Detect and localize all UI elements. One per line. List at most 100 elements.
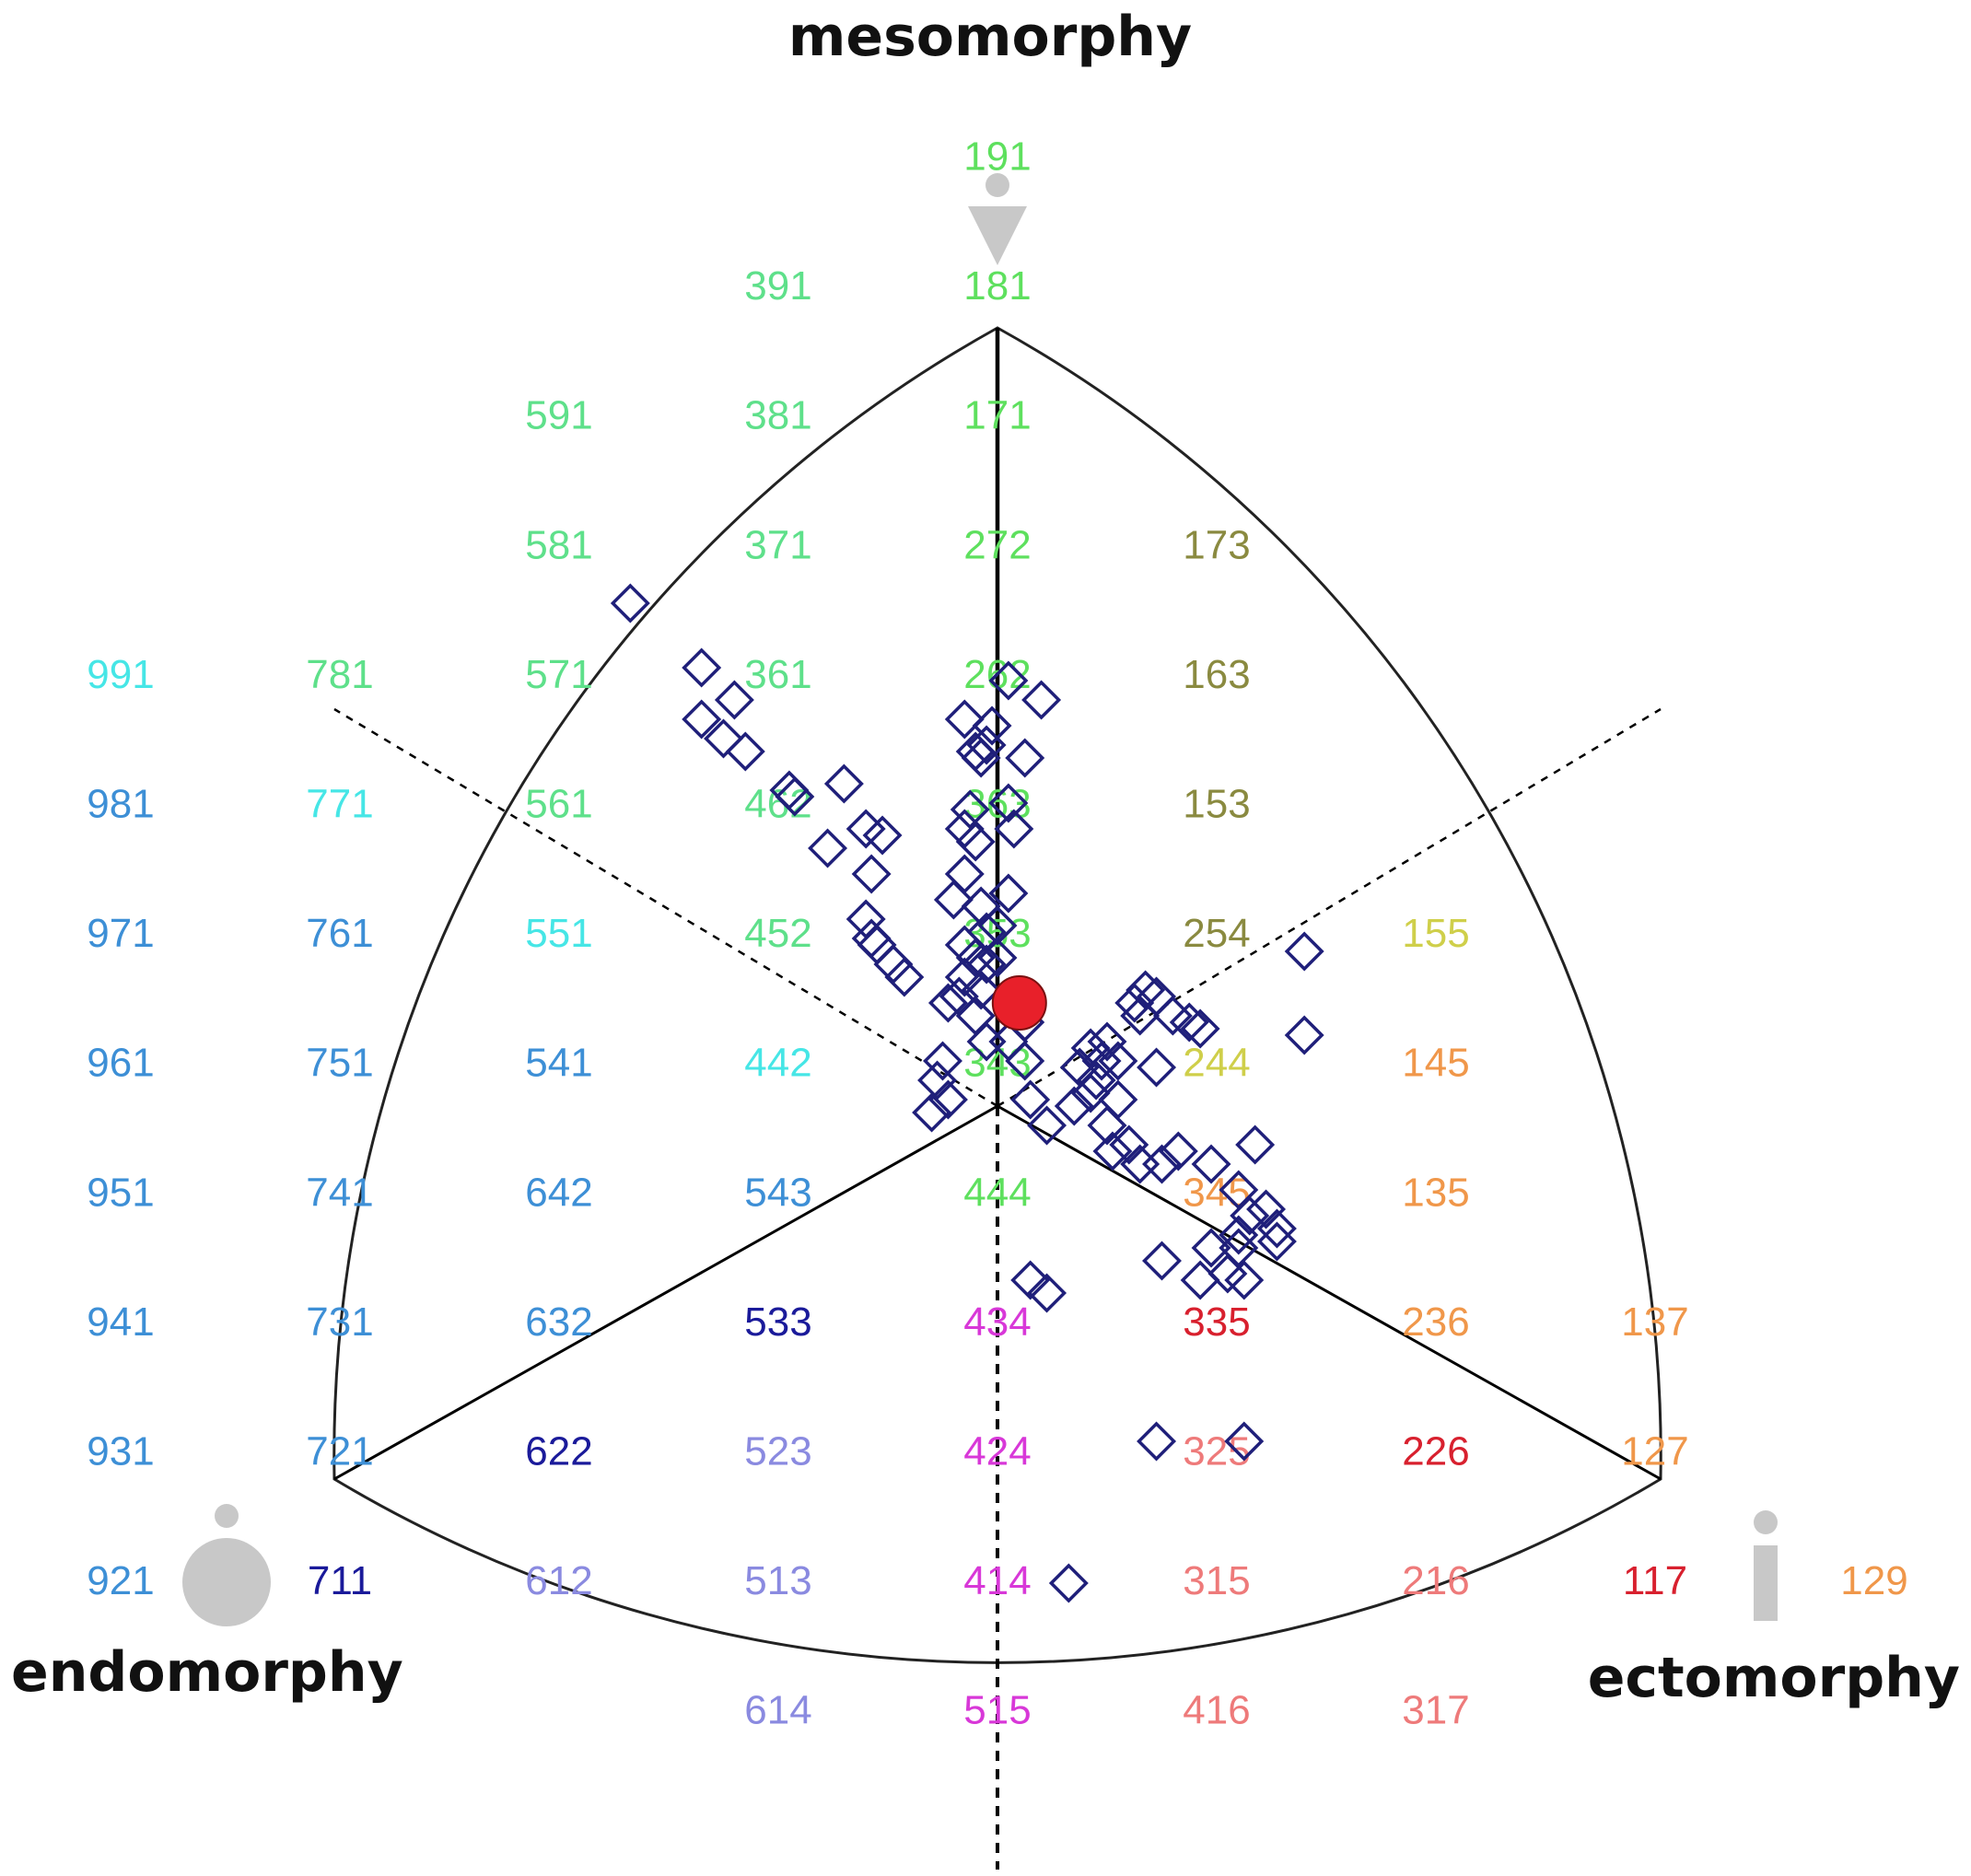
data-point bbox=[851, 854, 892, 894]
somatotype-code-label: 541 bbox=[525, 1041, 592, 1086]
data-point bbox=[988, 660, 1029, 701]
somatotype-code-label: 153 bbox=[1183, 782, 1250, 827]
data-point bbox=[994, 809, 1034, 849]
data-point bbox=[873, 944, 914, 985]
data-point bbox=[884, 957, 925, 997]
data-point bbox=[950, 789, 990, 830]
ectomorphy-axis-line bbox=[997, 1104, 1662, 1481]
somatotype-code-label: 452 bbox=[744, 911, 811, 956]
data-point bbox=[988, 873, 1029, 914]
data-point bbox=[704, 718, 743, 759]
data-point bbox=[714, 680, 754, 720]
somatochart-frame bbox=[332, 326, 1662, 1870]
data-point bbox=[1092, 1131, 1133, 1171]
somatotype-code-label: 254 bbox=[1183, 911, 1250, 956]
data-point bbox=[1230, 1195, 1270, 1236]
axis-title-ectomorphy: ectomorphy bbox=[1588, 1646, 1960, 1710]
somatotype-code-label: 571 bbox=[525, 652, 592, 697]
data-point bbox=[1137, 1047, 1177, 1088]
data-point bbox=[851, 918, 892, 959]
somatotype-code-label: 771 bbox=[306, 782, 373, 827]
data-point bbox=[1180, 1260, 1220, 1300]
axis-title-endomorphy: endomorphy bbox=[11, 1640, 403, 1705]
endomorph-icon bbox=[182, 1504, 271, 1626]
data-point bbox=[1027, 1273, 1067, 1313]
data-point bbox=[977, 938, 1018, 978]
data-point bbox=[944, 957, 985, 997]
somatotype-code-label: 381 bbox=[744, 393, 811, 438]
somatotype-code-label: 434 bbox=[963, 1299, 1031, 1345]
data-point bbox=[1284, 1015, 1324, 1055]
data-point bbox=[1054, 1086, 1094, 1126]
somatotype-code-label: 444 bbox=[963, 1170, 1031, 1215]
somatotype-code-label: 612 bbox=[525, 1558, 592, 1603]
data-point bbox=[682, 647, 722, 688]
data-point bbox=[808, 828, 848, 868]
data-point bbox=[988, 783, 1029, 823]
somatotype-code-label: 513 bbox=[744, 1558, 811, 1603]
somatotype-code-label: 155 bbox=[1402, 911, 1469, 956]
somatotype-code-label: 442 bbox=[744, 1041, 811, 1086]
somatotype-code-label: 315 bbox=[1183, 1558, 1250, 1603]
data-point bbox=[610, 583, 650, 623]
mesomorph-icon bbox=[968, 173, 1027, 265]
somatotype-code-label: 523 bbox=[744, 1429, 811, 1474]
somatotype-code-label: 941 bbox=[87, 1299, 154, 1345]
data-point bbox=[1246, 1189, 1287, 1229]
data-point bbox=[1087, 1021, 1127, 1062]
somatotype-code-label: 181 bbox=[963, 263, 1031, 309]
somatotype-code-label: 361 bbox=[744, 652, 811, 697]
somatotype-code-label: 272 bbox=[963, 522, 1031, 567]
somatotype-code-label: 591 bbox=[525, 393, 592, 438]
mesomorphy-dashed-line-right bbox=[997, 707, 1662, 1108]
somatotype-code-label: 462 bbox=[744, 782, 811, 827]
data-points bbox=[610, 583, 1324, 1603]
somatotype-code-label: 317 bbox=[1402, 1688, 1469, 1733]
data-point bbox=[977, 905, 1018, 946]
data-point bbox=[961, 738, 1001, 778]
somatotype-code-label: 751 bbox=[306, 1041, 373, 1086]
somatotype-code-label: 216 bbox=[1402, 1558, 1469, 1603]
somatotype-code-label: 961 bbox=[87, 1041, 154, 1086]
data-point bbox=[1114, 983, 1155, 1023]
data-point bbox=[725, 731, 765, 772]
somatotype-code-label: 622 bbox=[525, 1429, 592, 1474]
data-point bbox=[1048, 1563, 1089, 1603]
mesomorphy-dashed-line-left bbox=[333, 707, 998, 1108]
data-point bbox=[912, 1092, 952, 1133]
data-point bbox=[1010, 1079, 1051, 1120]
somatotype-code-label: 173 bbox=[1183, 522, 1250, 567]
data-point bbox=[1098, 1079, 1138, 1120]
data-point bbox=[933, 880, 974, 920]
data-point bbox=[966, 944, 1007, 985]
data-point bbox=[1207, 1253, 1248, 1294]
data-point bbox=[944, 699, 985, 740]
somatotype-code-label: 991 bbox=[87, 652, 154, 697]
somatotype-code-label: 614 bbox=[744, 1688, 811, 1733]
somatotype-code-label: 236 bbox=[1402, 1299, 1469, 1345]
body-type-icons bbox=[182, 173, 1778, 1626]
somatotype-code-label: 335 bbox=[1183, 1299, 1250, 1345]
data-point bbox=[857, 925, 897, 965]
somatotype-code-label: 191 bbox=[963, 134, 1031, 180]
data-point bbox=[1125, 970, 1166, 1010]
somatotype-code-label: 129 bbox=[1840, 1558, 1907, 1603]
data-point bbox=[1021, 680, 1062, 720]
somatotype-code-label: 391 bbox=[744, 263, 811, 309]
somatotype-code-label: 551 bbox=[525, 911, 592, 956]
somatotype-code-label: 424 bbox=[963, 1429, 1031, 1474]
somatotype-code-label: 561 bbox=[525, 782, 592, 827]
data-point bbox=[1235, 1124, 1276, 1165]
data-point bbox=[1219, 1228, 1259, 1268]
data-point bbox=[944, 854, 985, 894]
somatotype-code-label: 721 bbox=[306, 1429, 373, 1474]
somatotype-code-label: 244 bbox=[1183, 1041, 1250, 1086]
data-point bbox=[923, 1041, 962, 1081]
somatotype-code-label: 543 bbox=[744, 1170, 811, 1215]
data-point bbox=[1224, 1260, 1265, 1300]
data-point bbox=[862, 815, 903, 856]
mean-marker-layer bbox=[991, 975, 1047, 1031]
data-point bbox=[1027, 1105, 1067, 1146]
somatotype-code-label: 414 bbox=[963, 1558, 1031, 1603]
somatotype-code-label: 632 bbox=[525, 1299, 592, 1345]
